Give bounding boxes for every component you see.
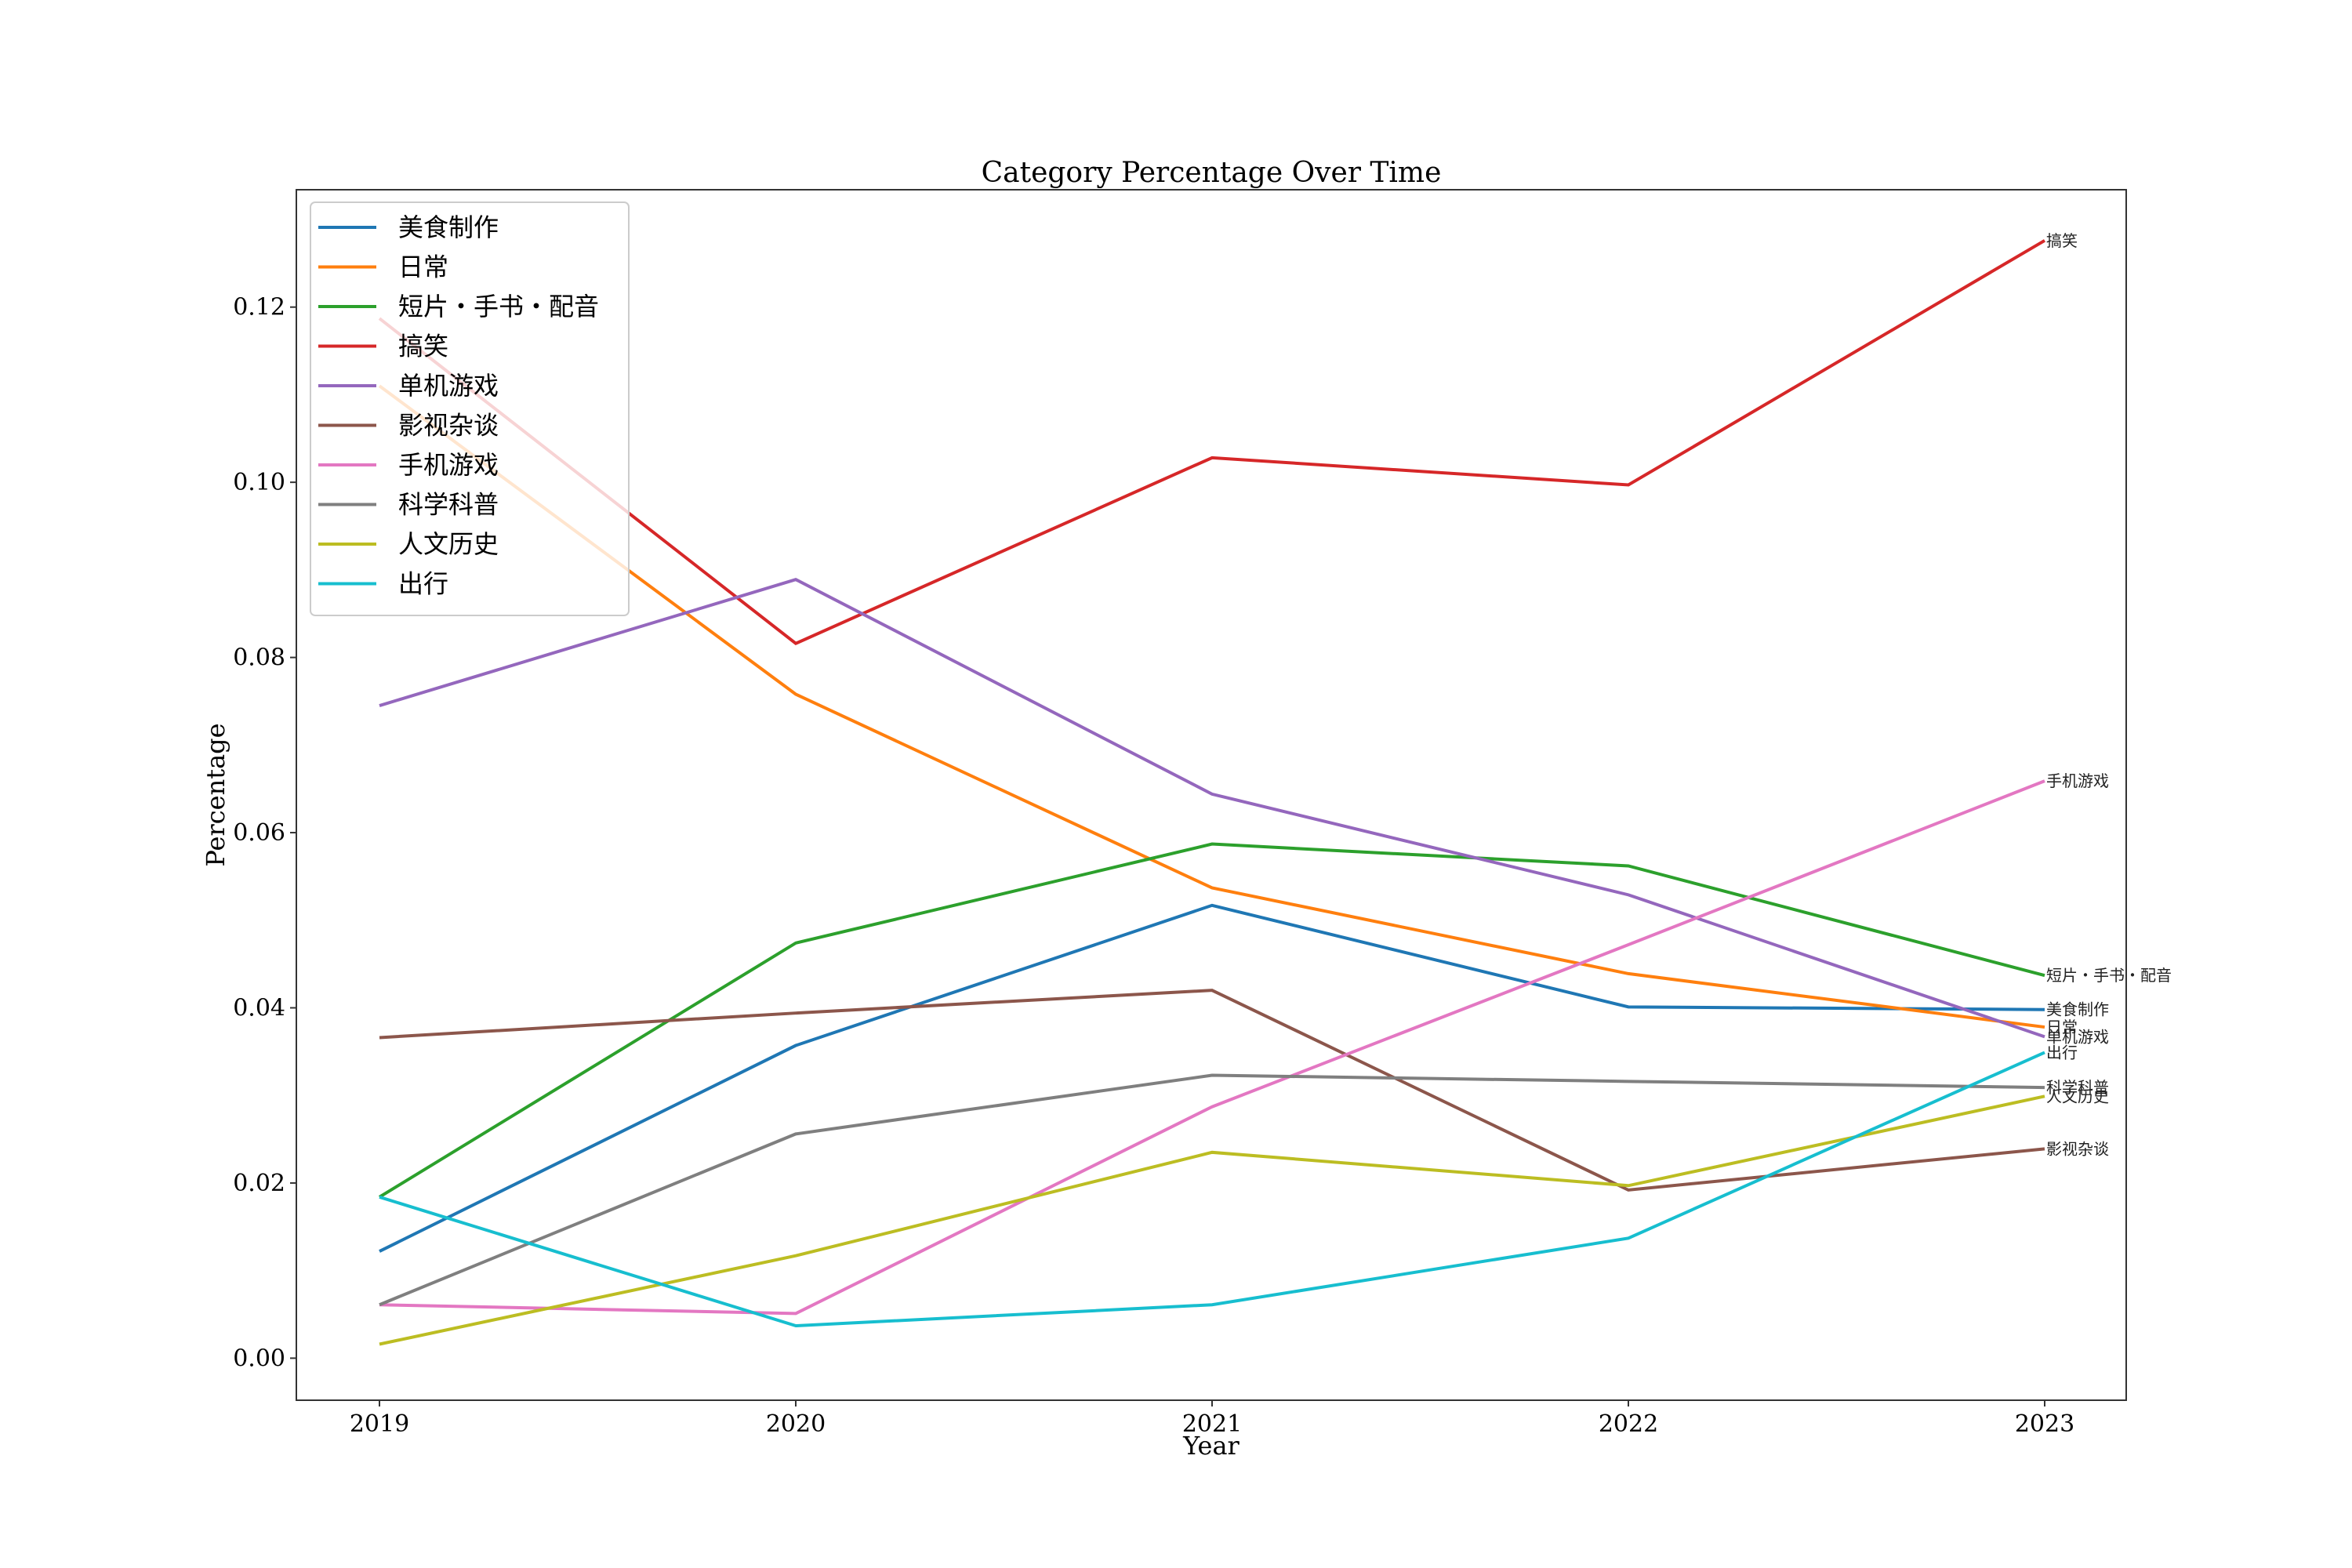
y-tick-label: 0.00	[233, 1345, 285, 1372]
series-end-label: 出行	[2046, 1043, 2078, 1062]
series-end-label: 搞笑	[2046, 231, 2078, 250]
series-end-label: 影视杂谈	[2046, 1139, 2109, 1158]
x-tick-label: 2022	[1599, 1410, 1658, 1438]
legend-entry: 美食制作	[398, 212, 499, 242]
legend-entry: 搞笑	[398, 332, 448, 361]
series-end-label: 手机游戏	[2046, 771, 2109, 790]
series-end-label: 日常	[2046, 1018, 2078, 1036]
y-tick-label: 0.12	[233, 294, 285, 321]
chart-title: Category Percentage Over Time	[982, 157, 1442, 189]
legend-entry: 日常	[398, 252, 448, 282]
series-end-label: 短片・手书・配音	[2046, 966, 2172, 985]
y-axis-label: Percentage	[201, 723, 230, 866]
legend-entry: 手机游戏	[398, 450, 499, 480]
y-tick-label: 0.02	[233, 1170, 285, 1197]
y-axis: 0.00 0.02 0.04 0.06 0.08 0.10 0.12	[233, 294, 296, 1372]
y-tick-label: 0.06	[233, 819, 285, 847]
series-line-8	[379, 1094, 2045, 1346]
series-line-4	[379, 578, 2045, 1039]
series-line-2	[378, 842, 2045, 1199]
series-line-3	[378, 239, 2046, 646]
legend-entry: 人文历史	[398, 529, 499, 559]
series-line-7	[379, 1073, 2045, 1307]
x-tick-label: 2021	[1182, 1410, 1242, 1438]
legend-entry: 出行	[398, 569, 448, 599]
series-end-label: 单机游戏	[2046, 1027, 2109, 1046]
x-tick-label: 2023	[2015, 1410, 2074, 1438]
series-layer	[378, 239, 2046, 1346]
legend-entry: 短片・手书・配音	[398, 292, 599, 321]
x-tick-label: 2019	[350, 1410, 409, 1438]
series-end-label: 科学科普	[2046, 1078, 2109, 1097]
y-tick-label: 0.08	[233, 644, 285, 672]
x-axis: 2019 2020 2021 2022 2023	[350, 1400, 2074, 1438]
series-line-6	[379, 779, 2045, 1316]
series-line-0	[379, 903, 2045, 1253]
series-line-1	[378, 384, 2045, 1029]
series-end-label: 美食制作	[2046, 1000, 2109, 1019]
x-axis-label: Year	[1182, 1431, 1240, 1461]
legend-box	[310, 201, 630, 616]
legend-entry: 科学科普	[398, 490, 499, 520]
y-tick-label: 0.04	[233, 994, 285, 1022]
legend-entry: 单机游戏	[398, 371, 499, 401]
series-end-label: 人文历史	[2046, 1087, 2109, 1105]
series-line-9	[379, 1051, 2045, 1328]
y-tick-label: 0.10	[233, 469, 285, 496]
x-tick-label: 2020	[766, 1410, 826, 1438]
legend-entry: 影视杂谈	[398, 411, 499, 441]
